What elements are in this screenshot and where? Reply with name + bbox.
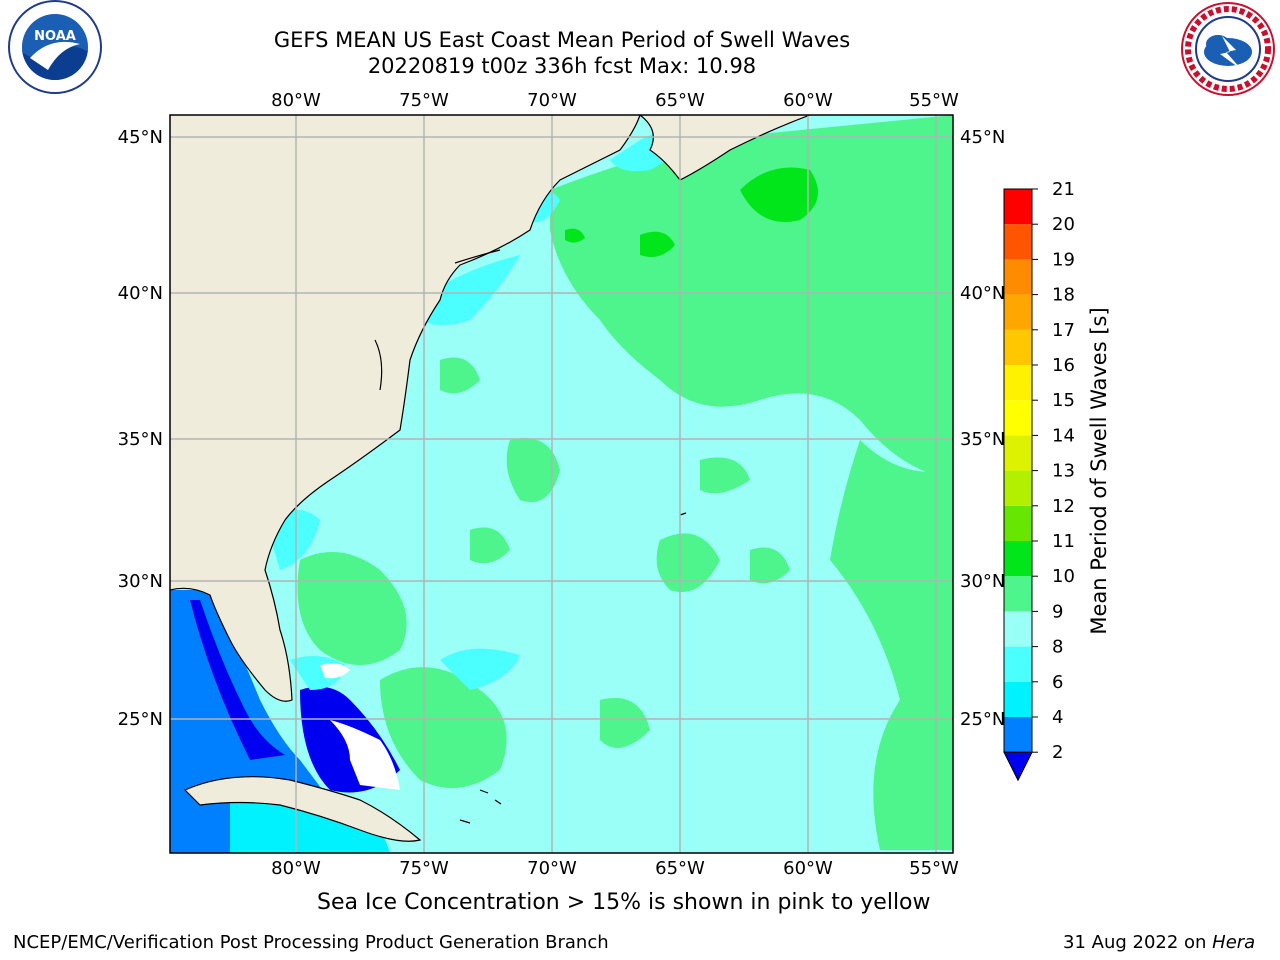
colorbar-bin <box>1004 505 1032 541</box>
lat-label: 40°N <box>118 283 163 304</box>
colorbar-bin <box>1004 189 1032 225</box>
colorbar-tick-label: 21 <box>1052 179 1075 200</box>
colorbar-tick-label: 10 <box>1052 566 1075 587</box>
colorbar-bin <box>1004 470 1032 506</box>
footer-date: 31 Aug 2022 on Hera <box>1063 932 1255 953</box>
lon-label: 55°W <box>909 858 959 879</box>
footer-credit: NCEP/EMC/Verification Post Processing Pr… <box>13 932 609 953</box>
colorbar <box>1003 188 1033 782</box>
colorbar-tick-label: 20 <box>1052 214 1075 235</box>
lat-label: 45°N <box>118 127 163 148</box>
lon-label: 55°W <box>909 90 959 111</box>
lon-labels-top: 80°W 75°W 70°W 65°W 60°W 55°W <box>271 90 959 111</box>
lat-label: 30°N <box>960 571 1005 592</box>
colorbar-bin <box>1004 400 1032 436</box>
lon-label: 70°W <box>527 90 577 111</box>
title-line-1: GEFS MEAN US East Coast Mean Period of S… <box>273 28 851 52</box>
lon-label: 80°W <box>271 90 321 111</box>
colorbar-bin <box>1004 365 1032 401</box>
colorbar-extend-min <box>1003 751 1033 782</box>
colorbar-tick-label: 19 <box>1052 249 1075 270</box>
lat-label: 30°N <box>118 571 163 592</box>
colorbar-bin <box>1004 259 1032 295</box>
colorbar-tick-label: 4 <box>1052 707 1063 728</box>
lat-label: 45°N <box>960 127 1005 148</box>
map-frame <box>169 114 954 854</box>
colorbar-ticks: 2 4 6 8 9 10 11 12 13 14 15 16 17 18 19 20 21 <box>1032 179 1075 763</box>
title-line-2: 20220819 t00z 336h fcst Max: 10.98 <box>367 54 757 78</box>
sea-ice-note: Sea Ice Concentration > 15% is shown in … <box>317 890 931 915</box>
lat-labels-left: 45°N 40°N 35°N 30°N 25°N <box>118 127 163 730</box>
colorbar-bin <box>1004 576 1032 612</box>
colorbar-bin <box>1004 681 1032 717</box>
colorbar-tick-label: 18 <box>1052 285 1075 306</box>
colorbar-tick-label: 15 <box>1052 390 1075 411</box>
lat-label: 35°N <box>960 429 1005 450</box>
lon-label: 60°W <box>783 858 833 879</box>
colorbar-tick-label: 12 <box>1052 496 1075 517</box>
lon-label: 65°W <box>655 90 705 111</box>
lat-labels-right: 45°N 40°N 35°N 30°N 25°N <box>960 127 1005 730</box>
nws-logo <box>1181 2 1275 96</box>
noaa-logo: NOAA <box>8 0 102 94</box>
colorbar-tick-label: 16 <box>1052 355 1075 376</box>
lat-label: 40°N <box>960 283 1005 304</box>
colorbar-tick-label: 6 <box>1052 672 1063 693</box>
colorbar-bin <box>1004 435 1032 471</box>
lat-label: 25°N <box>960 709 1005 730</box>
colorbar-bin <box>1004 646 1032 682</box>
colorbar-tick-label: 11 <box>1052 531 1075 552</box>
graticule <box>170 115 953 853</box>
lon-label: 60°W <box>783 90 833 111</box>
colorbar-bin <box>1004 541 1032 577</box>
colorbar-bin <box>1004 329 1032 365</box>
lon-label: 80°W <box>271 858 321 879</box>
lon-label: 70°W <box>527 858 577 879</box>
noaa-logo-text: NOAA <box>34 29 76 44</box>
lat-label: 25°N <box>118 709 163 730</box>
lat-label: 35°N <box>118 429 163 450</box>
colorbar-tick-label: 17 <box>1052 320 1075 341</box>
colorbar-tick-label: 14 <box>1052 425 1075 446</box>
colorbar-tick-label: 2 <box>1052 742 1063 763</box>
footer-date-text: 31 Aug 2022 on <box>1063 932 1213 953</box>
lon-label: 75°W <box>399 90 449 111</box>
colorbar-label: Mean Period of Swell Waves [s] <box>1087 307 1111 634</box>
lon-labels-bottom: 80°W 75°W 70°W 65°W 60°W 55°W <box>271 858 959 879</box>
lon-label: 65°W <box>655 858 705 879</box>
lon-label: 75°W <box>399 858 449 879</box>
colorbar-bin <box>1004 717 1032 753</box>
footer-host: Hera <box>1212 932 1256 953</box>
swell-period-field <box>170 115 953 853</box>
colorbar-tick-label: 13 <box>1052 461 1075 482</box>
colorbar-tick-label: 9 <box>1052 601 1063 622</box>
colorbar-bin <box>1004 224 1032 260</box>
colorbar-bin <box>1004 611 1032 647</box>
colorbar-bin <box>1004 294 1032 330</box>
colorbar-tick-label: 8 <box>1052 637 1063 658</box>
